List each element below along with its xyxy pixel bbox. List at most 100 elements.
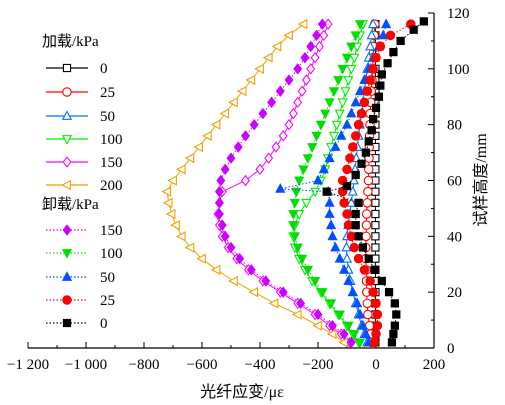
data-point <box>357 319 369 330</box>
data-point <box>363 309 373 320</box>
data-point <box>337 98 348 109</box>
data-point <box>293 96 303 109</box>
data-point <box>322 187 331 196</box>
x-tick-label: 0 <box>372 357 380 373</box>
data-point <box>334 109 345 120</box>
data-point <box>302 265 313 276</box>
legend-label: 25 <box>100 85 115 101</box>
data-point <box>328 87 340 97</box>
data-point <box>371 254 380 263</box>
data-point <box>368 114 378 124</box>
data-point <box>233 141 243 153</box>
data-point <box>381 18 392 29</box>
data-point <box>320 109 331 120</box>
data-point <box>363 164 374 175</box>
data-point <box>324 208 335 218</box>
data-point <box>387 338 397 347</box>
legend-label: 100 <box>100 246 123 262</box>
y-tick-label: 0 <box>447 341 455 357</box>
data-point <box>214 208 224 220</box>
data-point <box>365 40 376 51</box>
legend-label: 0 <box>100 61 108 77</box>
legend-marker <box>61 110 73 120</box>
data-point <box>226 152 236 164</box>
series-unloading-50 <box>275 18 392 347</box>
data-point <box>217 219 227 231</box>
data-point <box>228 275 238 287</box>
data-point <box>193 141 204 153</box>
data-point <box>261 275 271 287</box>
data-point <box>362 198 373 208</box>
legend-marker <box>62 156 72 168</box>
data-point <box>349 242 359 253</box>
data-point <box>220 163 230 176</box>
data-point <box>341 53 353 64</box>
data-point <box>325 299 337 310</box>
data-point <box>371 103 381 113</box>
data-point <box>363 175 374 186</box>
data-point <box>357 159 366 168</box>
data-point <box>289 232 300 243</box>
data-point <box>358 243 368 252</box>
data-point <box>390 299 399 308</box>
data-point <box>161 186 172 197</box>
data-point <box>296 254 308 265</box>
data-point <box>318 163 329 174</box>
data-point <box>339 198 349 208</box>
x-tick-label: −800 <box>129 357 160 373</box>
data-point <box>175 231 186 242</box>
data-point <box>167 175 177 186</box>
data-point <box>342 209 352 219</box>
data-point <box>283 30 293 41</box>
data-point <box>351 209 360 219</box>
data-point <box>371 232 380 241</box>
data-point <box>264 152 274 164</box>
data-point <box>346 197 357 207</box>
data-point <box>371 221 380 230</box>
data-point <box>284 74 294 86</box>
legend-label: 50 <box>100 109 115 125</box>
data-point <box>364 137 373 146</box>
data-point <box>347 185 358 196</box>
data-point <box>346 64 357 75</box>
data-point <box>372 309 383 320</box>
series-unloading-25 <box>337 19 416 348</box>
data-point <box>361 220 372 230</box>
data-point <box>354 308 366 319</box>
data-point <box>278 130 288 142</box>
data-point <box>341 241 352 252</box>
data-point <box>228 97 238 108</box>
series-layer <box>161 17 428 349</box>
data-point <box>324 197 335 207</box>
data-point <box>241 130 250 142</box>
data-point <box>328 319 337 332</box>
legend-marker <box>61 135 73 145</box>
data-point <box>354 20 366 30</box>
series-unloading-150 <box>214 18 356 349</box>
data-point <box>298 165 309 176</box>
data-point <box>353 253 364 264</box>
data-point <box>354 198 363 207</box>
data-point <box>392 310 401 319</box>
data-point <box>291 187 302 198</box>
data-point <box>375 41 386 52</box>
legend-label: 50 <box>100 270 115 286</box>
legend-label: 100 <box>100 132 123 148</box>
data-point <box>323 18 333 30</box>
data-point <box>309 277 321 287</box>
data-point <box>248 287 259 298</box>
data-point <box>351 170 360 180</box>
data-point <box>339 328 349 340</box>
data-point <box>337 64 348 75</box>
data-point <box>291 309 302 320</box>
data-point <box>371 209 380 219</box>
data-point <box>346 231 357 242</box>
x-tick-label: −1 200 <box>7 357 49 373</box>
data-point <box>342 181 352 191</box>
legend-title-unloading: 卸载/kPa <box>42 196 99 213</box>
data-point <box>385 30 396 41</box>
data-point <box>371 329 381 339</box>
data-point <box>354 232 363 241</box>
data-point <box>254 63 264 74</box>
data-point <box>378 29 389 40</box>
